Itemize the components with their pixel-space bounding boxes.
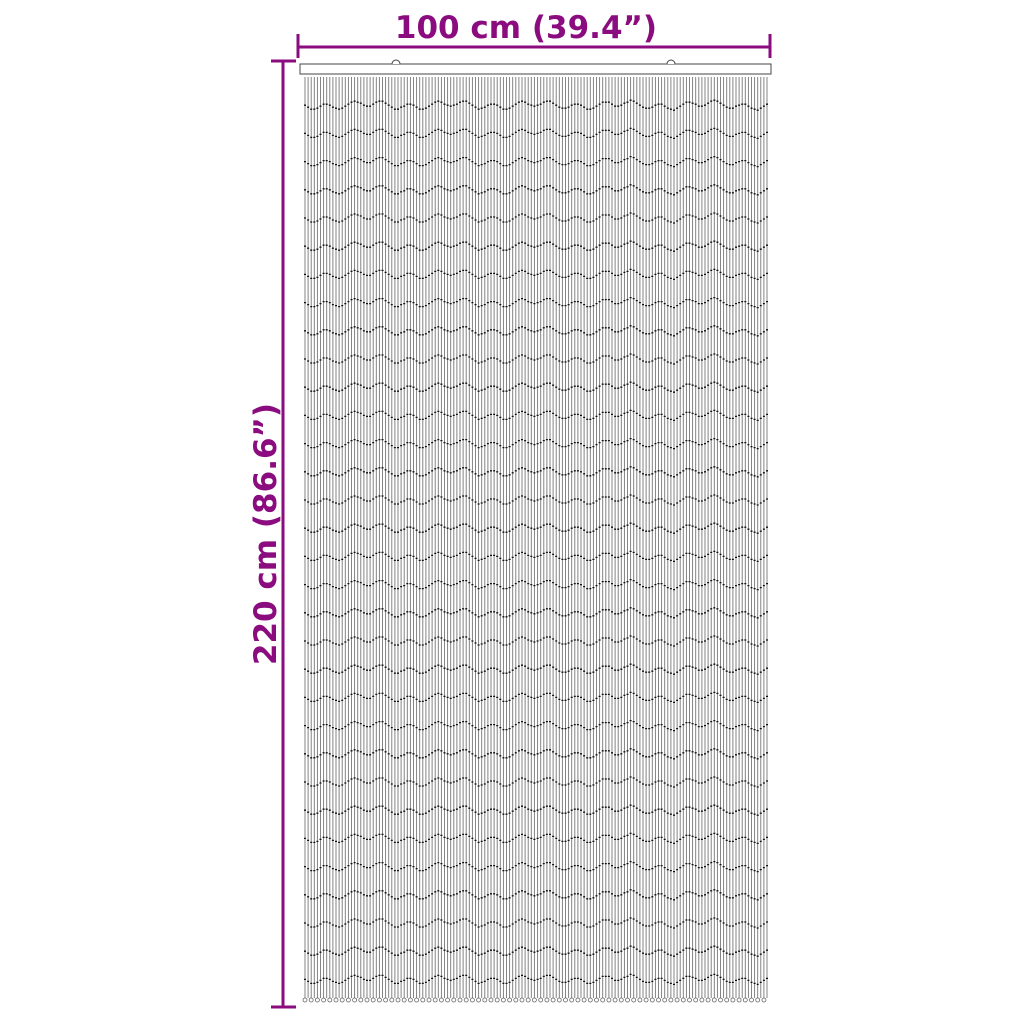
end-bead bbox=[345, 997, 351, 1003]
end-bead bbox=[389, 997, 395, 1003]
end-bead bbox=[705, 997, 711, 1003]
bead-strands bbox=[302, 77, 768, 1003]
end-bead bbox=[420, 997, 426, 1003]
end-bead bbox=[687, 997, 692, 1003]
end-bead bbox=[358, 997, 364, 1003]
end-bead bbox=[370, 997, 376, 1003]
end-bead bbox=[339, 997, 345, 1003]
end-bead bbox=[631, 997, 637, 1003]
width-dimension: 100 cm (39.4”) bbox=[296, 10, 772, 58]
height-label: 220 cm (86.6”) bbox=[248, 403, 284, 665]
end-bead bbox=[556, 997, 562, 1003]
end-bead bbox=[674, 997, 680, 1003]
end-bead bbox=[761, 997, 767, 1003]
end-bead bbox=[563, 997, 568, 1003]
end-bead bbox=[352, 997, 358, 1003]
end-bead bbox=[575, 997, 581, 1003]
end-bead bbox=[494, 997, 500, 1003]
end-bead bbox=[755, 997, 761, 1003]
end-bead bbox=[451, 997, 457, 1003]
end-bead bbox=[395, 997, 401, 1003]
end-bead bbox=[742, 997, 748, 1003]
end-bead bbox=[581, 997, 587, 1003]
end-bead bbox=[401, 997, 407, 1003]
end-bead bbox=[414, 997, 420, 1003]
end-bead bbox=[612, 997, 618, 1003]
end-bead bbox=[308, 997, 314, 1003]
end-bead bbox=[488, 997, 494, 1003]
end-bead bbox=[469, 997, 475, 1003]
end-bead bbox=[513, 997, 519, 1003]
end-bead bbox=[302, 997, 308, 1003]
end-bead bbox=[724, 997, 730, 1003]
end-bead bbox=[618, 997, 624, 1003]
end-bead bbox=[482, 997, 488, 1003]
strand-lines bbox=[304, 77, 768, 998]
end-bead bbox=[606, 997, 612, 1003]
end-bead bbox=[432, 997, 438, 1003]
end-bead bbox=[711, 997, 717, 1003]
end-bead bbox=[383, 997, 389, 1003]
end-bead bbox=[699, 997, 705, 1003]
end-bead bbox=[457, 997, 463, 1003]
end-bead bbox=[625, 997, 630, 1003]
end-bead bbox=[519, 997, 525, 1003]
end-bead bbox=[718, 997, 723, 1003]
hanging-hook-icon bbox=[666, 59, 676, 65]
hanging-hook-icon bbox=[391, 59, 401, 65]
end-bead bbox=[736, 997, 742, 1003]
end-bead bbox=[538, 997, 544, 1003]
end-bead bbox=[600, 997, 606, 1003]
end-bead bbox=[500, 997, 506, 1003]
end-bead bbox=[532, 997, 537, 1003]
end-bead bbox=[693, 997, 699, 1003]
end-bead bbox=[662, 997, 668, 1003]
end-bead bbox=[463, 997, 469, 1003]
end-bead bbox=[507, 997, 513, 1003]
end-bead bbox=[321, 997, 327, 1003]
end-bead bbox=[656, 997, 661, 1003]
end-bead bbox=[668, 997, 674, 1003]
curtain bbox=[299, 59, 772, 1003]
end-bead bbox=[569, 997, 575, 1003]
end-bead bbox=[525, 997, 531, 1003]
end-bead bbox=[364, 997, 370, 1003]
end-bead bbox=[376, 997, 382, 1003]
end-bead bbox=[544, 997, 550, 1003]
curtain-rod bbox=[299, 63, 772, 75]
end-bead bbox=[643, 997, 649, 1003]
end-bead bbox=[749, 997, 754, 1003]
end-bead bbox=[649, 997, 655, 1003]
width-label: 100 cm (39.4”) bbox=[395, 10, 657, 46]
end-bead bbox=[438, 997, 444, 1003]
end-bead bbox=[730, 997, 736, 1003]
end-bead bbox=[680, 997, 686, 1003]
end-bead bbox=[445, 997, 451, 1003]
end-bead bbox=[594, 997, 599, 1003]
end-bead bbox=[333, 997, 339, 1003]
end-bead bbox=[476, 997, 482, 1003]
end-bead bbox=[407, 997, 413, 1003]
height-dimension: 220 cm (86.6”) bbox=[248, 59, 296, 1009]
bead-joints bbox=[304, 99, 768, 986]
end-bead bbox=[637, 997, 643, 1003]
end-bead bbox=[587, 997, 593, 1003]
end-bead bbox=[327, 997, 333, 1003]
end-bead bbox=[314, 997, 320, 1003]
end-bead bbox=[550, 997, 556, 1003]
end-bead bbox=[426, 997, 432, 1003]
